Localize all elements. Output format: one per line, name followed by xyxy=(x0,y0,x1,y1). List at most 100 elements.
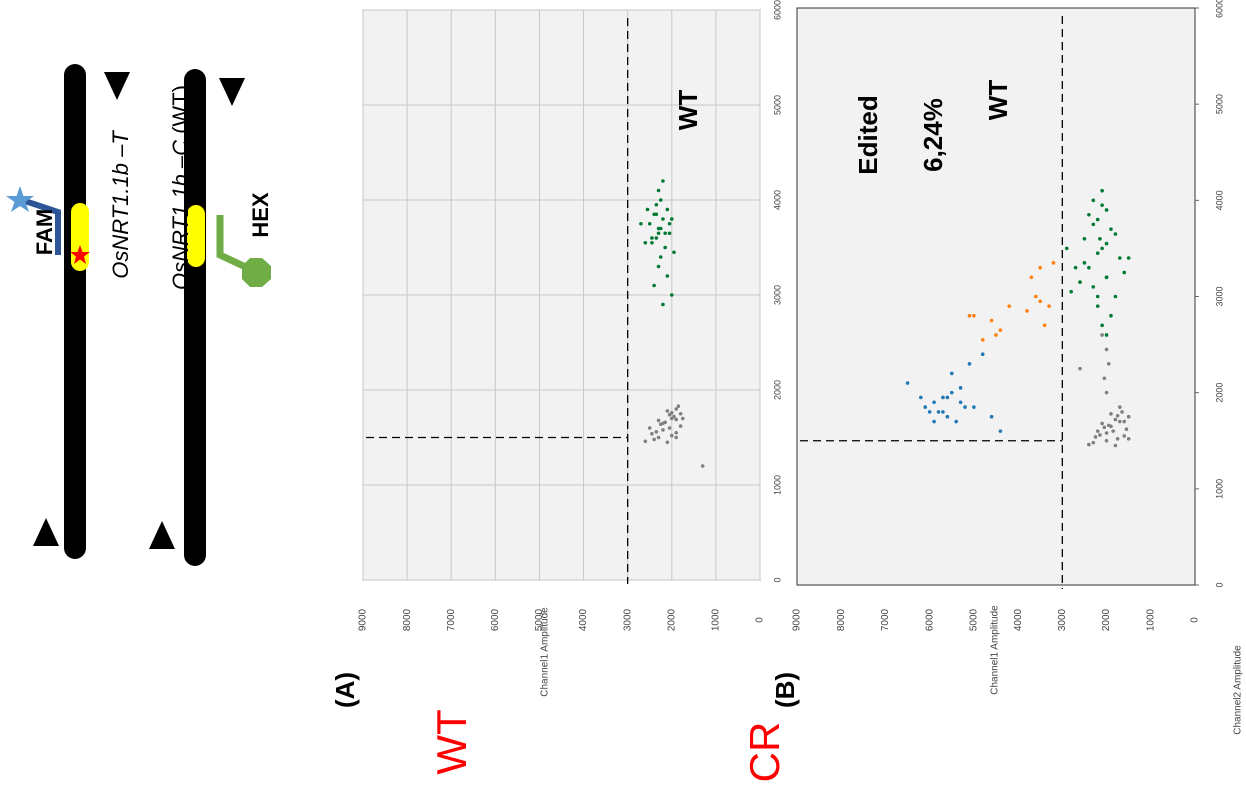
droplet xyxy=(667,221,672,226)
sample-label: WT xyxy=(428,709,475,774)
droplet xyxy=(1111,429,1115,433)
axis-title: Channel1 Amplitude xyxy=(540,607,551,697)
y-tick-label: 8000 xyxy=(402,608,413,631)
droplet xyxy=(658,226,663,231)
droplet xyxy=(1120,410,1124,414)
x-tick-label: 6000 xyxy=(772,0,782,20)
x-tick-label: 1000 xyxy=(772,475,782,495)
droplet xyxy=(676,404,681,408)
droplet xyxy=(967,362,972,366)
allele-name: OsNRT1.1b –C xyxy=(168,140,193,290)
droplet xyxy=(654,202,659,207)
droplet xyxy=(1100,203,1104,207)
panel-label: (A) xyxy=(330,672,360,708)
droplet xyxy=(669,293,674,297)
droplet xyxy=(1098,237,1102,241)
x-tick-label: 2000 xyxy=(772,380,782,400)
droplet xyxy=(1100,323,1104,328)
droplet xyxy=(663,231,667,236)
droplet xyxy=(1095,304,1100,308)
y-tick-label: 2000 xyxy=(1101,608,1112,631)
allele-label: OsNRT1.1b –C (WT) xyxy=(168,85,193,290)
droplet xyxy=(674,430,678,435)
target-region xyxy=(71,203,89,271)
droplet xyxy=(1034,294,1038,299)
droplet xyxy=(1095,217,1100,222)
x-tick-label: 1000 xyxy=(1214,479,1224,499)
y-tick-label: 4000 xyxy=(1013,608,1024,631)
droplet xyxy=(945,414,950,419)
droplet xyxy=(958,386,963,390)
droplet xyxy=(667,231,672,236)
y-tick-label: 0 xyxy=(1190,617,1201,623)
y-tick-label: 0 xyxy=(755,617,766,623)
droplet xyxy=(1025,309,1029,313)
droplet xyxy=(1082,237,1087,241)
y-tick-label: 5000 xyxy=(969,608,980,631)
droplet xyxy=(1118,256,1122,260)
x-tick-label: 3000 xyxy=(1214,286,1224,306)
droplet xyxy=(661,179,665,183)
droplet xyxy=(963,405,967,409)
droplet xyxy=(1100,421,1104,426)
droplet xyxy=(643,240,648,245)
droplet xyxy=(1087,212,1091,217)
droplet xyxy=(661,302,665,307)
x-tick-label: 4000 xyxy=(772,190,782,210)
droplet xyxy=(1073,265,1078,270)
droplet xyxy=(1113,232,1118,236)
droplet xyxy=(927,410,932,414)
probe-label: FAM xyxy=(32,209,57,255)
droplet xyxy=(932,419,936,424)
droplet xyxy=(658,422,663,427)
droplet xyxy=(1038,265,1043,270)
x-tick-label: 5000 xyxy=(772,95,782,115)
y-tick-label: 9000 xyxy=(792,608,803,631)
droplet xyxy=(678,424,683,428)
axis-title: Channel1 Amplitude xyxy=(990,605,1001,695)
droplet xyxy=(672,414,676,419)
y-tick-label: 2000 xyxy=(666,608,677,631)
droplet xyxy=(1095,251,1100,256)
droplet xyxy=(923,405,928,409)
droplet xyxy=(1113,417,1118,422)
droplet xyxy=(1113,294,1118,299)
primer-triangle xyxy=(33,518,59,546)
y-tick-label: 7000 xyxy=(880,608,891,631)
droplet xyxy=(1082,261,1087,265)
probe-label: HEX xyxy=(248,192,273,238)
droplet xyxy=(994,333,998,337)
droplet xyxy=(1126,414,1131,419)
droplet xyxy=(661,428,665,432)
y-tick-label: 7000 xyxy=(446,608,457,631)
droplet xyxy=(654,236,659,240)
droplet xyxy=(1122,419,1127,424)
primer-triangle xyxy=(104,72,130,100)
droplet xyxy=(1109,227,1113,231)
droplet xyxy=(905,381,910,385)
droplet xyxy=(665,409,670,413)
x-tick-label: 3000 xyxy=(772,285,782,305)
droplet xyxy=(672,250,676,255)
droplet xyxy=(1106,423,1111,428)
droplet xyxy=(650,431,654,436)
droplet xyxy=(980,337,985,342)
droplet xyxy=(674,417,678,422)
droplet xyxy=(669,433,674,438)
droplet xyxy=(1109,313,1113,318)
droplet xyxy=(949,390,954,395)
droplet xyxy=(919,395,923,400)
droplet xyxy=(1047,304,1051,308)
allele-tag: (WT) xyxy=(168,85,193,134)
droplet xyxy=(1124,427,1129,432)
y-tick-label: 5000 xyxy=(534,608,545,631)
droplet xyxy=(1102,376,1107,381)
allele-diagram: FAM OsNRT1.1b –T OsNRT1.1b –C (WT) HEX xyxy=(6,64,273,566)
droplet xyxy=(941,395,945,400)
droplet xyxy=(645,207,650,212)
droplet xyxy=(1038,299,1043,304)
droplet xyxy=(1118,405,1122,409)
droplet xyxy=(972,313,976,318)
droplet xyxy=(1042,323,1047,328)
